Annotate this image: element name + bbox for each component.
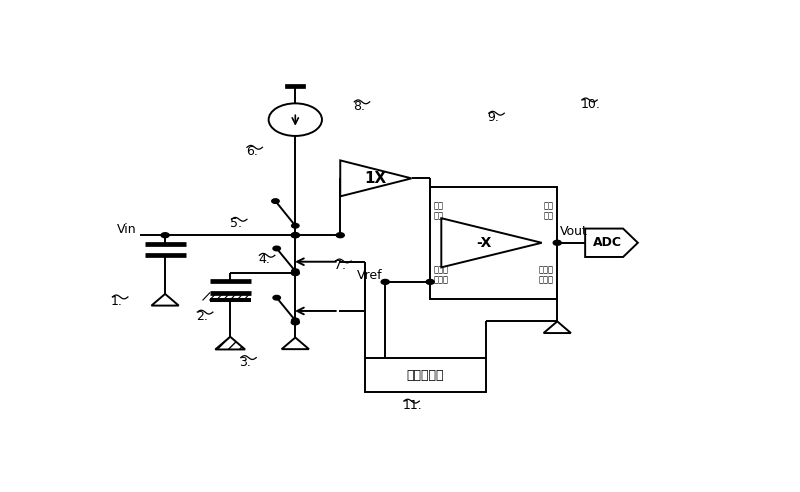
Text: 输出参: 输出参 [538,265,554,274]
Text: 输入参: 输入参 [434,265,449,274]
Text: 输入: 输入 [434,212,444,220]
Circle shape [554,240,562,245]
Text: 脉冲发生器: 脉冲发生器 [406,369,444,382]
Text: Vout: Vout [560,225,588,238]
Circle shape [291,233,299,238]
Text: 信号: 信号 [434,201,444,211]
Circle shape [426,279,434,284]
Text: 5.: 5. [230,217,242,230]
Text: 10.: 10. [581,98,600,111]
Text: -X: -X [477,236,492,250]
Text: ADC: ADC [593,236,622,249]
Text: 9.: 9. [487,111,499,124]
Text: 4.: 4. [258,253,270,266]
Circle shape [381,279,390,284]
Text: 考电平: 考电平 [434,275,449,284]
Text: 输出: 输出 [543,212,554,220]
Circle shape [272,199,279,203]
Circle shape [291,320,299,325]
Text: Vin: Vin [118,223,137,236]
Polygon shape [215,337,245,349]
Circle shape [273,295,281,300]
Text: 8.: 8. [353,100,365,113]
Text: 1.: 1. [111,295,123,308]
Circle shape [161,233,169,238]
Circle shape [291,233,299,238]
Text: 2.: 2. [196,310,208,323]
Text: 3.: 3. [239,356,251,369]
Bar [430,187,558,299]
Circle shape [291,271,299,276]
Circle shape [291,223,299,228]
Text: 1X: 1X [365,171,387,186]
Circle shape [291,318,299,323]
Text: 7.: 7. [334,259,346,272]
Text: 信号: 信号 [543,201,554,211]
Circle shape [273,246,281,251]
Text: 11.: 11. [402,399,422,412]
Text: 考电平: 考电平 [538,275,554,284]
Text: 6.: 6. [246,145,258,158]
Circle shape [336,233,344,238]
Bar [365,358,486,393]
Circle shape [291,269,299,274]
Text: Vref: Vref [357,269,382,281]
